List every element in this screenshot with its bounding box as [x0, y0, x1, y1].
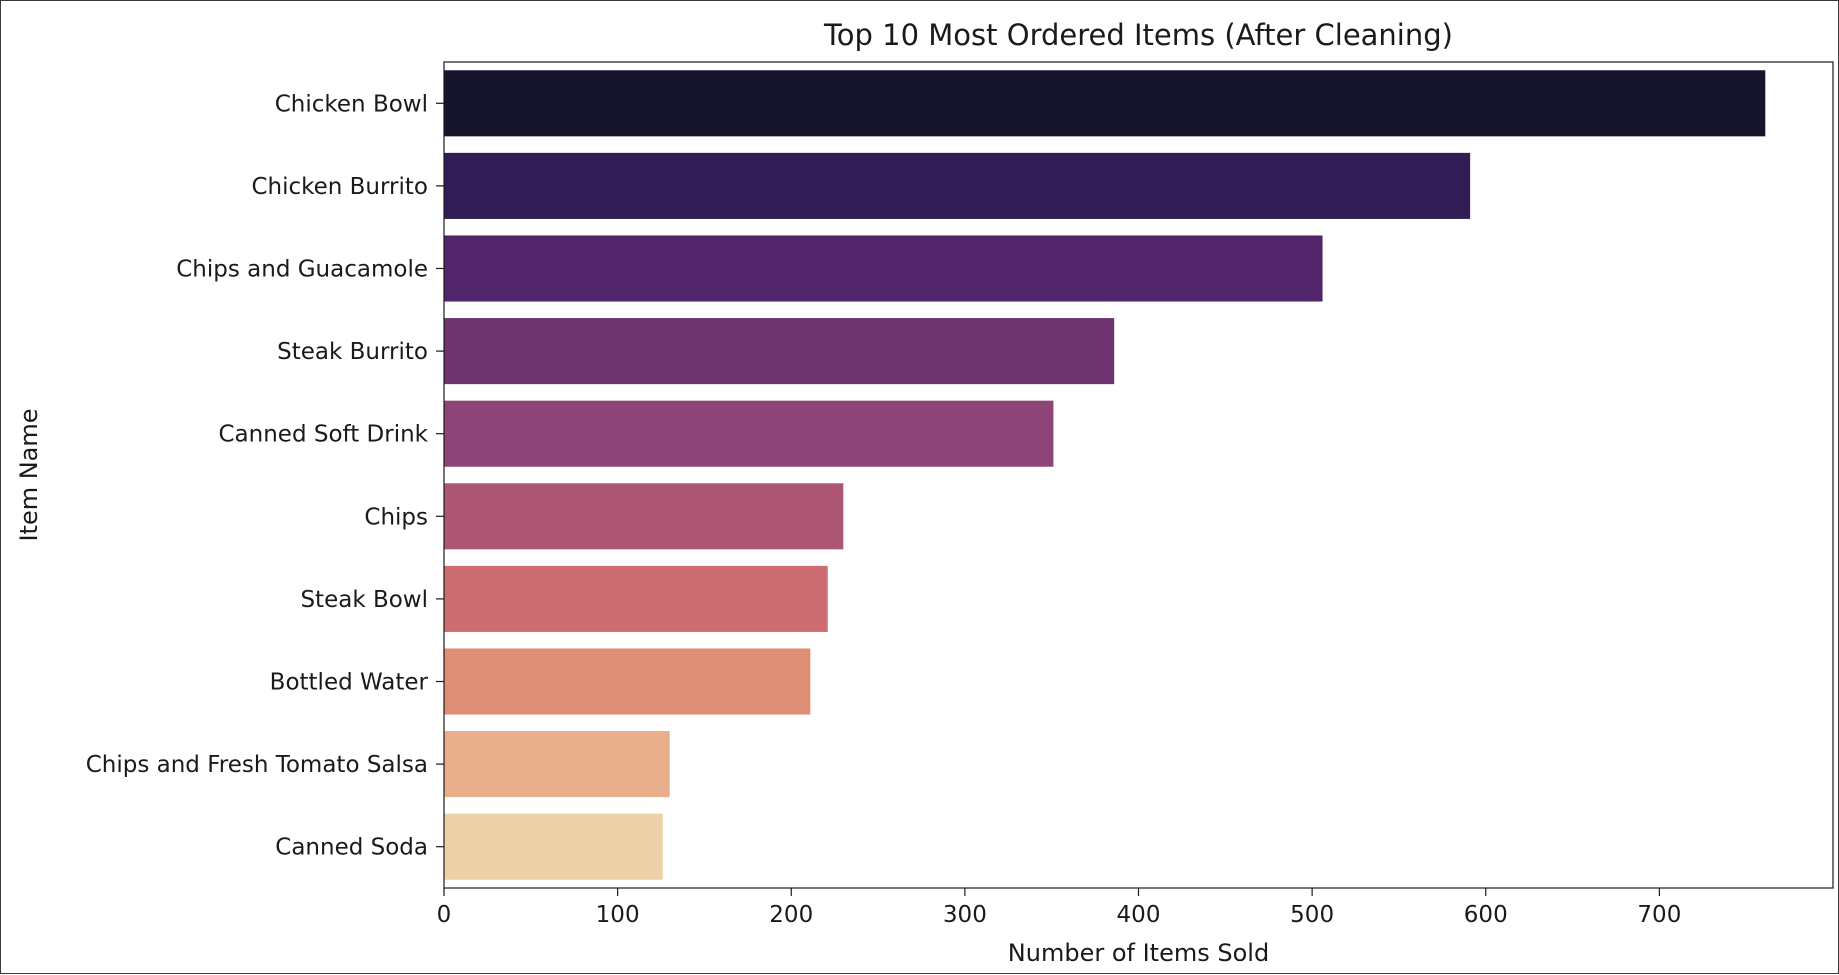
bar-chicken-bowl: [444, 70, 1766, 137]
bar-chips: [444, 483, 844, 550]
bar-steak-bowl: [444, 565, 828, 632]
x-axis: 0 100 200 300 400 500 600 700: [437, 888, 1681, 928]
x-tick-label: 600: [1464, 902, 1508, 928]
y-tick-label: Chips: [364, 504, 428, 530]
x-tick-label: 700: [1637, 902, 1681, 928]
bar-chips-and-fresh-tomato-salsa: [444, 731, 670, 798]
y-tick-label: Chicken Bowl: [275, 91, 428, 117]
x-tick-label: 500: [1290, 902, 1334, 928]
x-tick-label: 300: [943, 902, 987, 928]
bar-bottled-water: [444, 648, 811, 715]
y-axis-label: Item Name: [15, 408, 43, 541]
x-tick-label: 400: [1117, 902, 1161, 928]
x-tick-label: 100: [596, 902, 640, 928]
bar-chicken-burrito: [444, 152, 1471, 219]
y-tick-label: Steak Bowl: [300, 587, 428, 613]
bar-chips-and-guacamole: [444, 235, 1323, 302]
x-axis-label: Number of Items Sold: [1008, 939, 1269, 967]
x-tick-label: 200: [769, 902, 813, 928]
chart-title: Top 10 Most Ordered Items (After Cleanin…: [823, 18, 1453, 52]
y-axis: Chicken Bowl Chicken Burrito Chips and Gua…: [86, 91, 444, 861]
y-tick-label: Bottled Water: [270, 670, 429, 696]
y-tick-label: Chicken Burrito: [251, 174, 428, 200]
y-tick-label: Chips and Guacamole: [176, 257, 428, 283]
x-tick-label: 0: [437, 902, 452, 928]
bar-steak-burrito: [444, 318, 1115, 385]
bar-canned-soda: [444, 813, 663, 880]
bars-group: [444, 70, 1766, 880]
bar-canned-soft-drink: [444, 400, 1054, 467]
y-tick-label: Chips and Fresh Tomato Salsa: [86, 752, 428, 778]
y-tick-label: Canned Soda: [275, 835, 428, 861]
y-tick-label: Steak Burrito: [277, 339, 428, 365]
y-tick-label: Canned Soft Drink: [218, 422, 428, 448]
